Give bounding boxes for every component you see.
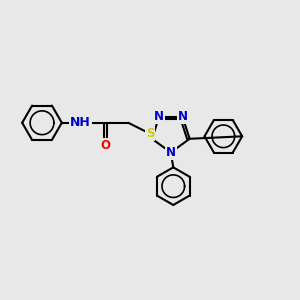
Text: N: N [154,110,164,123]
Text: NH: NH [70,116,91,129]
Text: O: O [101,139,111,152]
Text: N: N [178,110,188,123]
Text: S: S [146,127,154,140]
Text: N: N [166,146,176,159]
